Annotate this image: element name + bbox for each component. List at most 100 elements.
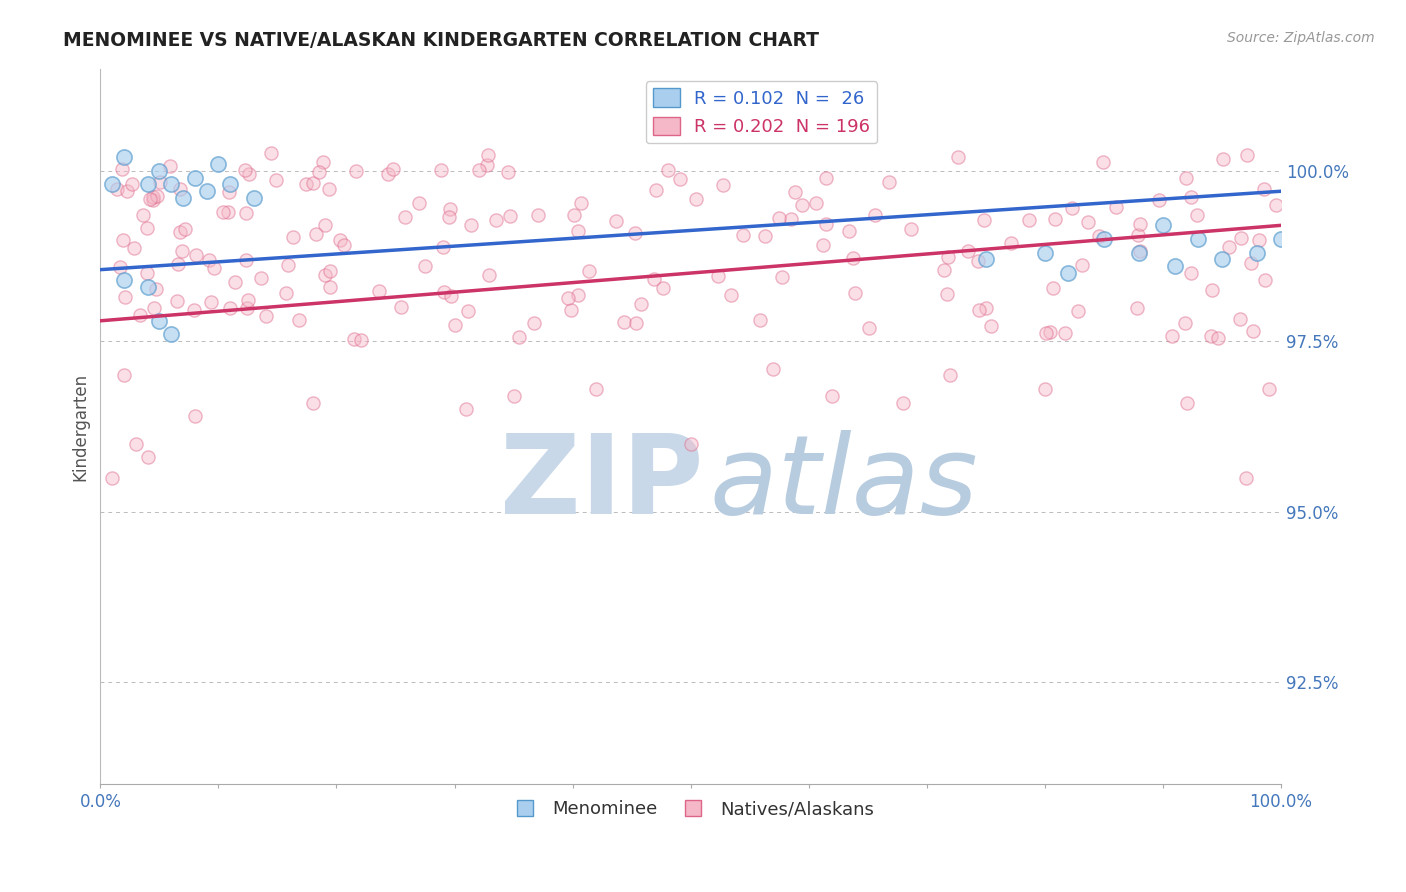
Point (136, 266, 159, 280)
Point (112, 273, 135, 287)
Point (1067, 304, 1090, 318)
Point (1212, 152, 1234, 166)
Point (1039, 326, 1062, 340)
Point (218, 301, 240, 315)
Point (115, 184, 138, 198)
Point (578, 264, 600, 278)
Point (974, 301, 997, 315)
Point (613, 315, 636, 329)
Point (233, 162, 256, 177)
Point (1199, 329, 1222, 343)
Point (440, 289, 463, 303)
Point (266, 172, 288, 186)
Point (685, 192, 707, 206)
Point (1042, 281, 1064, 295)
Point (136, 279, 159, 293)
Point (457, 303, 479, 318)
Point (1270, 232, 1292, 246)
Point (439, 202, 461, 216)
Point (967, 303, 990, 318)
Point (142, 301, 165, 315)
Point (432, 240, 454, 254)
Y-axis label: Kindergarten: Kindergarten (72, 373, 89, 481)
Point (821, 389, 844, 403)
Point (235, 206, 257, 220)
Point (475, 158, 498, 172)
Point (112, 368, 135, 383)
Point (243, 191, 266, 205)
Point (1265, 198, 1288, 212)
Point (249, 271, 271, 285)
Text: MENOMINEE VS NATIVE/ALASKAN KINDERGARTEN CORRELATION CHART: MENOMINEE VS NATIVE/ALASKAN KINDERGARTEN… (63, 31, 820, 50)
Point (891, 395, 914, 409)
Point (128, 309, 150, 323)
Point (318, 264, 340, 278)
Point (485, 213, 508, 227)
Point (277, 258, 299, 272)
Point (218, 185, 240, 199)
Point (368, 284, 391, 298)
Point (121, 177, 143, 191)
Point (508, 329, 530, 343)
Point (333, 238, 356, 252)
Point (139, 192, 162, 206)
Point (1173, 316, 1195, 330)
Point (444, 318, 467, 333)
Point (408, 196, 430, 211)
Point (314, 268, 336, 282)
Point (1240, 256, 1263, 270)
Point (343, 333, 366, 347)
Point (785, 186, 807, 200)
Point (1152, 219, 1174, 233)
Point (1000, 235, 1022, 250)
Point (980, 319, 1002, 334)
Point (624, 226, 647, 240)
Point (198, 252, 221, 267)
Point (160, 327, 183, 342)
Point (1088, 229, 1111, 244)
Point (754, 229, 776, 244)
Point (762, 361, 785, 376)
Point (235, 252, 257, 267)
Point (1246, 245, 1268, 260)
Point (312, 155, 335, 169)
Point (169, 182, 191, 196)
Point (643, 272, 665, 286)
Point (236, 301, 259, 315)
Point (159, 159, 181, 173)
Point (863, 208, 886, 222)
Point (295, 177, 318, 191)
Point (936, 287, 959, 301)
Point (1229, 312, 1251, 326)
Point (657, 163, 679, 178)
Point (571, 195, 593, 210)
Point (948, 151, 970, 165)
Point (308, 165, 330, 179)
Point (166, 293, 188, 308)
Point (112, 150, 135, 164)
Point (1033, 245, 1056, 260)
Point (496, 165, 519, 179)
Point (1180, 266, 1202, 280)
Point (305, 227, 328, 241)
Text: atlas: atlas (710, 430, 979, 537)
Point (1229, 231, 1251, 245)
Point (146, 189, 169, 203)
Point (973, 212, 995, 227)
Point (1180, 189, 1202, 203)
Point (238, 167, 260, 181)
Point (645, 182, 668, 196)
Point (707, 269, 730, 284)
Point (630, 297, 652, 311)
Point (172, 191, 194, 205)
Point (217, 205, 239, 219)
Point (478, 268, 501, 282)
Point (101, 178, 124, 192)
Point (1045, 211, 1067, 226)
Point (1070, 258, 1092, 272)
Point (413, 259, 436, 273)
Point (142, 189, 165, 203)
Point (1253, 182, 1275, 196)
Point (254, 310, 277, 324)
Point (974, 252, 997, 267)
